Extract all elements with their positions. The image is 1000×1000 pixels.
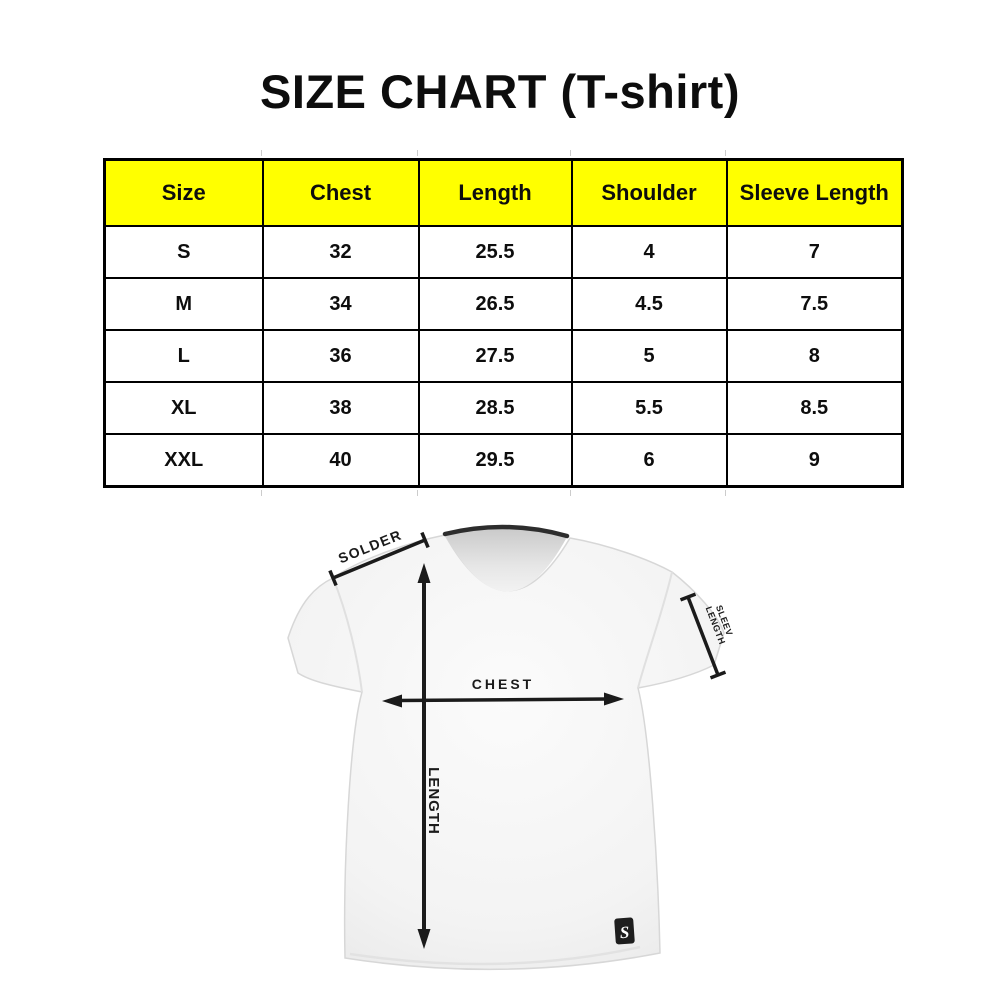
gridline-artifact — [725, 150, 726, 156]
col-header-sleeve-length: Sleeve Length — [725, 158, 904, 227]
logo-tag-background — [614, 917, 635, 945]
table-row-xl: XL 38 28.5 5.5 8.5 — [103, 381, 904, 435]
gridline-artifact — [725, 490, 726, 496]
cell-length: 26.5 — [417, 277, 573, 331]
gridline-artifact — [261, 490, 262, 496]
col-header-length: Length — [417, 158, 573, 227]
sleeve-seam-left — [332, 577, 363, 693]
sleeve-measure — [679, 592, 727, 680]
tshirt-measurement-diagram: SOLDER LENGTH CHEST SLEEV LENGTH S — [287, 524, 735, 971]
chest-arrowhead-left — [382, 694, 402, 708]
cell-sleeve-length: 9 — [725, 433, 904, 488]
table-row-l: L 36 27.5 5 8 — [103, 329, 904, 383]
cell-sleeve-length: 8 — [725, 329, 904, 383]
table-header-row: Size Chest Length Shoulder Sleeve Length — [103, 158, 904, 227]
size-table-container: Size Chest Length Shoulder Sleeve Length… — [103, 150, 904, 496]
table-row-m: M 34 26.5 4.5 7.5 — [103, 277, 904, 331]
table-row-s: S 32 25.5 4 7 — [103, 225, 904, 279]
chest-measure — [382, 692, 624, 708]
cell-length: 28.5 — [417, 381, 573, 435]
page-title: SIZE CHART (T-shirt) — [260, 65, 740, 118]
cell-shoulder: 6 — [570, 433, 728, 488]
cell-sleeve-length: 7.5 — [725, 277, 904, 331]
cell-length: 27.5 — [417, 329, 573, 383]
cell-length: 25.5 — [417, 225, 573, 279]
cell-length: 29.5 — [417, 433, 573, 488]
cell-sleeve-length: 8.5 — [725, 381, 904, 435]
shoulder-measure-cap — [420, 531, 430, 549]
cell-sleeve-length: 7 — [725, 225, 904, 279]
gridline-artifact — [417, 490, 418, 496]
hem-shadow — [349, 945, 641, 966]
col-header-size: Size — [103, 158, 264, 227]
gridline-artifact — [570, 490, 571, 496]
length-arrowhead-down — [417, 929, 431, 949]
brand-logo-tag: S — [614, 917, 635, 945]
cell-chest: 32 — [261, 225, 420, 279]
shoulder-measure-cap — [328, 569, 338, 587]
col-header-shoulder: Shoulder — [570, 158, 728, 227]
logo-letter: S — [619, 923, 630, 943]
cell-size: XXL — [103, 433, 264, 488]
length-measure — [417, 563, 431, 949]
chest-label: CHEST — [472, 676, 534, 692]
cell-size: M — [103, 277, 264, 331]
size-table: Size Chest Length Shoulder Sleeve Length… — [103, 158, 904, 488]
cell-shoulder: 4 — [570, 225, 728, 279]
cell-size: S — [103, 225, 264, 279]
table-row-xxl: XXL 40 29.5 6 9 — [103, 433, 904, 488]
sleeve-measure-cap — [709, 670, 727, 680]
tshirt-collar — [442, 524, 570, 539]
chest-measure-line — [397, 697, 609, 703]
chest-arrowhead-right — [604, 692, 624, 706]
cell-chest: 36 — [261, 329, 420, 383]
cell-shoulder: 4.5 — [570, 277, 728, 331]
tshirt-neck-opening — [445, 527, 567, 592]
cell-shoulder: 5 — [570, 329, 728, 383]
cell-chest: 38 — [261, 381, 420, 435]
shoulder-measure-line — [332, 538, 426, 580]
gridline-artifact — [417, 150, 418, 156]
sleeve-seam-right — [637, 571, 673, 689]
cell-chest: 40 — [261, 433, 420, 488]
length-label: LENGTH — [425, 767, 442, 835]
cell-chest: 34 — [261, 277, 420, 331]
tshirt-body — [287, 534, 725, 971]
cell-size: L — [103, 329, 264, 383]
length-arrowhead-up — [417, 563, 431, 583]
sleeve-measure-line — [686, 596, 720, 676]
cell-size: XL — [103, 381, 264, 435]
gridline-artifact — [261, 150, 262, 156]
shoulder-measure — [328, 531, 430, 587]
cell-shoulder: 5.5 — [570, 381, 728, 435]
gridline-artifact — [570, 150, 571, 156]
col-header-chest: Chest — [261, 158, 420, 227]
sleeve-measure-cap — [679, 592, 697, 602]
